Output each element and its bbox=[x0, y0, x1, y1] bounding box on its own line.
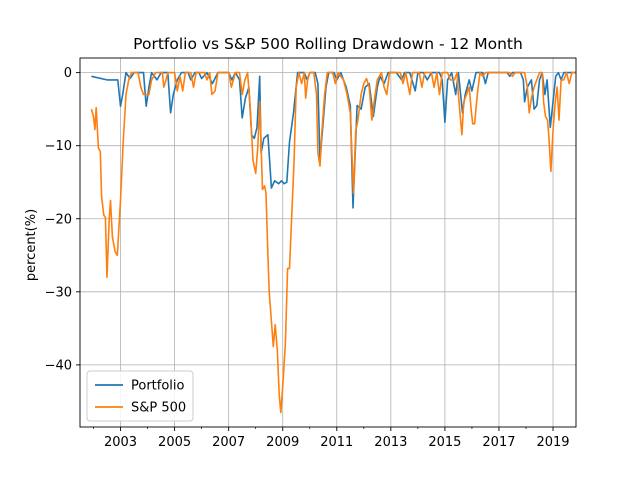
axes-layer: 2003 2005 2007 2009 2011 2013 2015 2017 2019 0 −10… bbox=[45, 57, 577, 450]
y-tick-label: −30 bbox=[45, 285, 72, 300]
legend-label-0: Portfolio bbox=[131, 379, 185, 394]
plot-frame bbox=[79, 57, 577, 428]
y-axis-label: percent(%) bbox=[24, 209, 39, 281]
x-tick-label: 2017 bbox=[482, 435, 515, 450]
y-tick-label: 0 bbox=[64, 66, 72, 81]
x-tick-label: 2011 bbox=[320, 435, 353, 450]
x-tick-label: 2019 bbox=[536, 435, 569, 450]
chart-title: Portfolio vs S&P 500 Rolling Drawdown - … bbox=[133, 35, 523, 53]
legend: Portfolio S&P 500 bbox=[86, 370, 194, 422]
y-tick-label: −40 bbox=[45, 358, 72, 373]
x-tick-label: 2009 bbox=[266, 435, 299, 450]
x-tick-label: 2003 bbox=[104, 435, 137, 450]
legend-label-1: S&P 500 bbox=[131, 401, 186, 416]
x-tick-label: 2007 bbox=[212, 435, 245, 450]
y-tick-label: −20 bbox=[45, 212, 72, 227]
x-tick-label: 2005 bbox=[158, 435, 191, 450]
series-line-1 bbox=[90, 71, 576, 414]
legend-box bbox=[86, 370, 194, 422]
x-tick-label: 2015 bbox=[428, 435, 461, 450]
y-tick-label: −10 bbox=[45, 139, 72, 154]
x-tick-label: 2013 bbox=[374, 435, 407, 450]
series-layer bbox=[90, 71, 576, 414]
